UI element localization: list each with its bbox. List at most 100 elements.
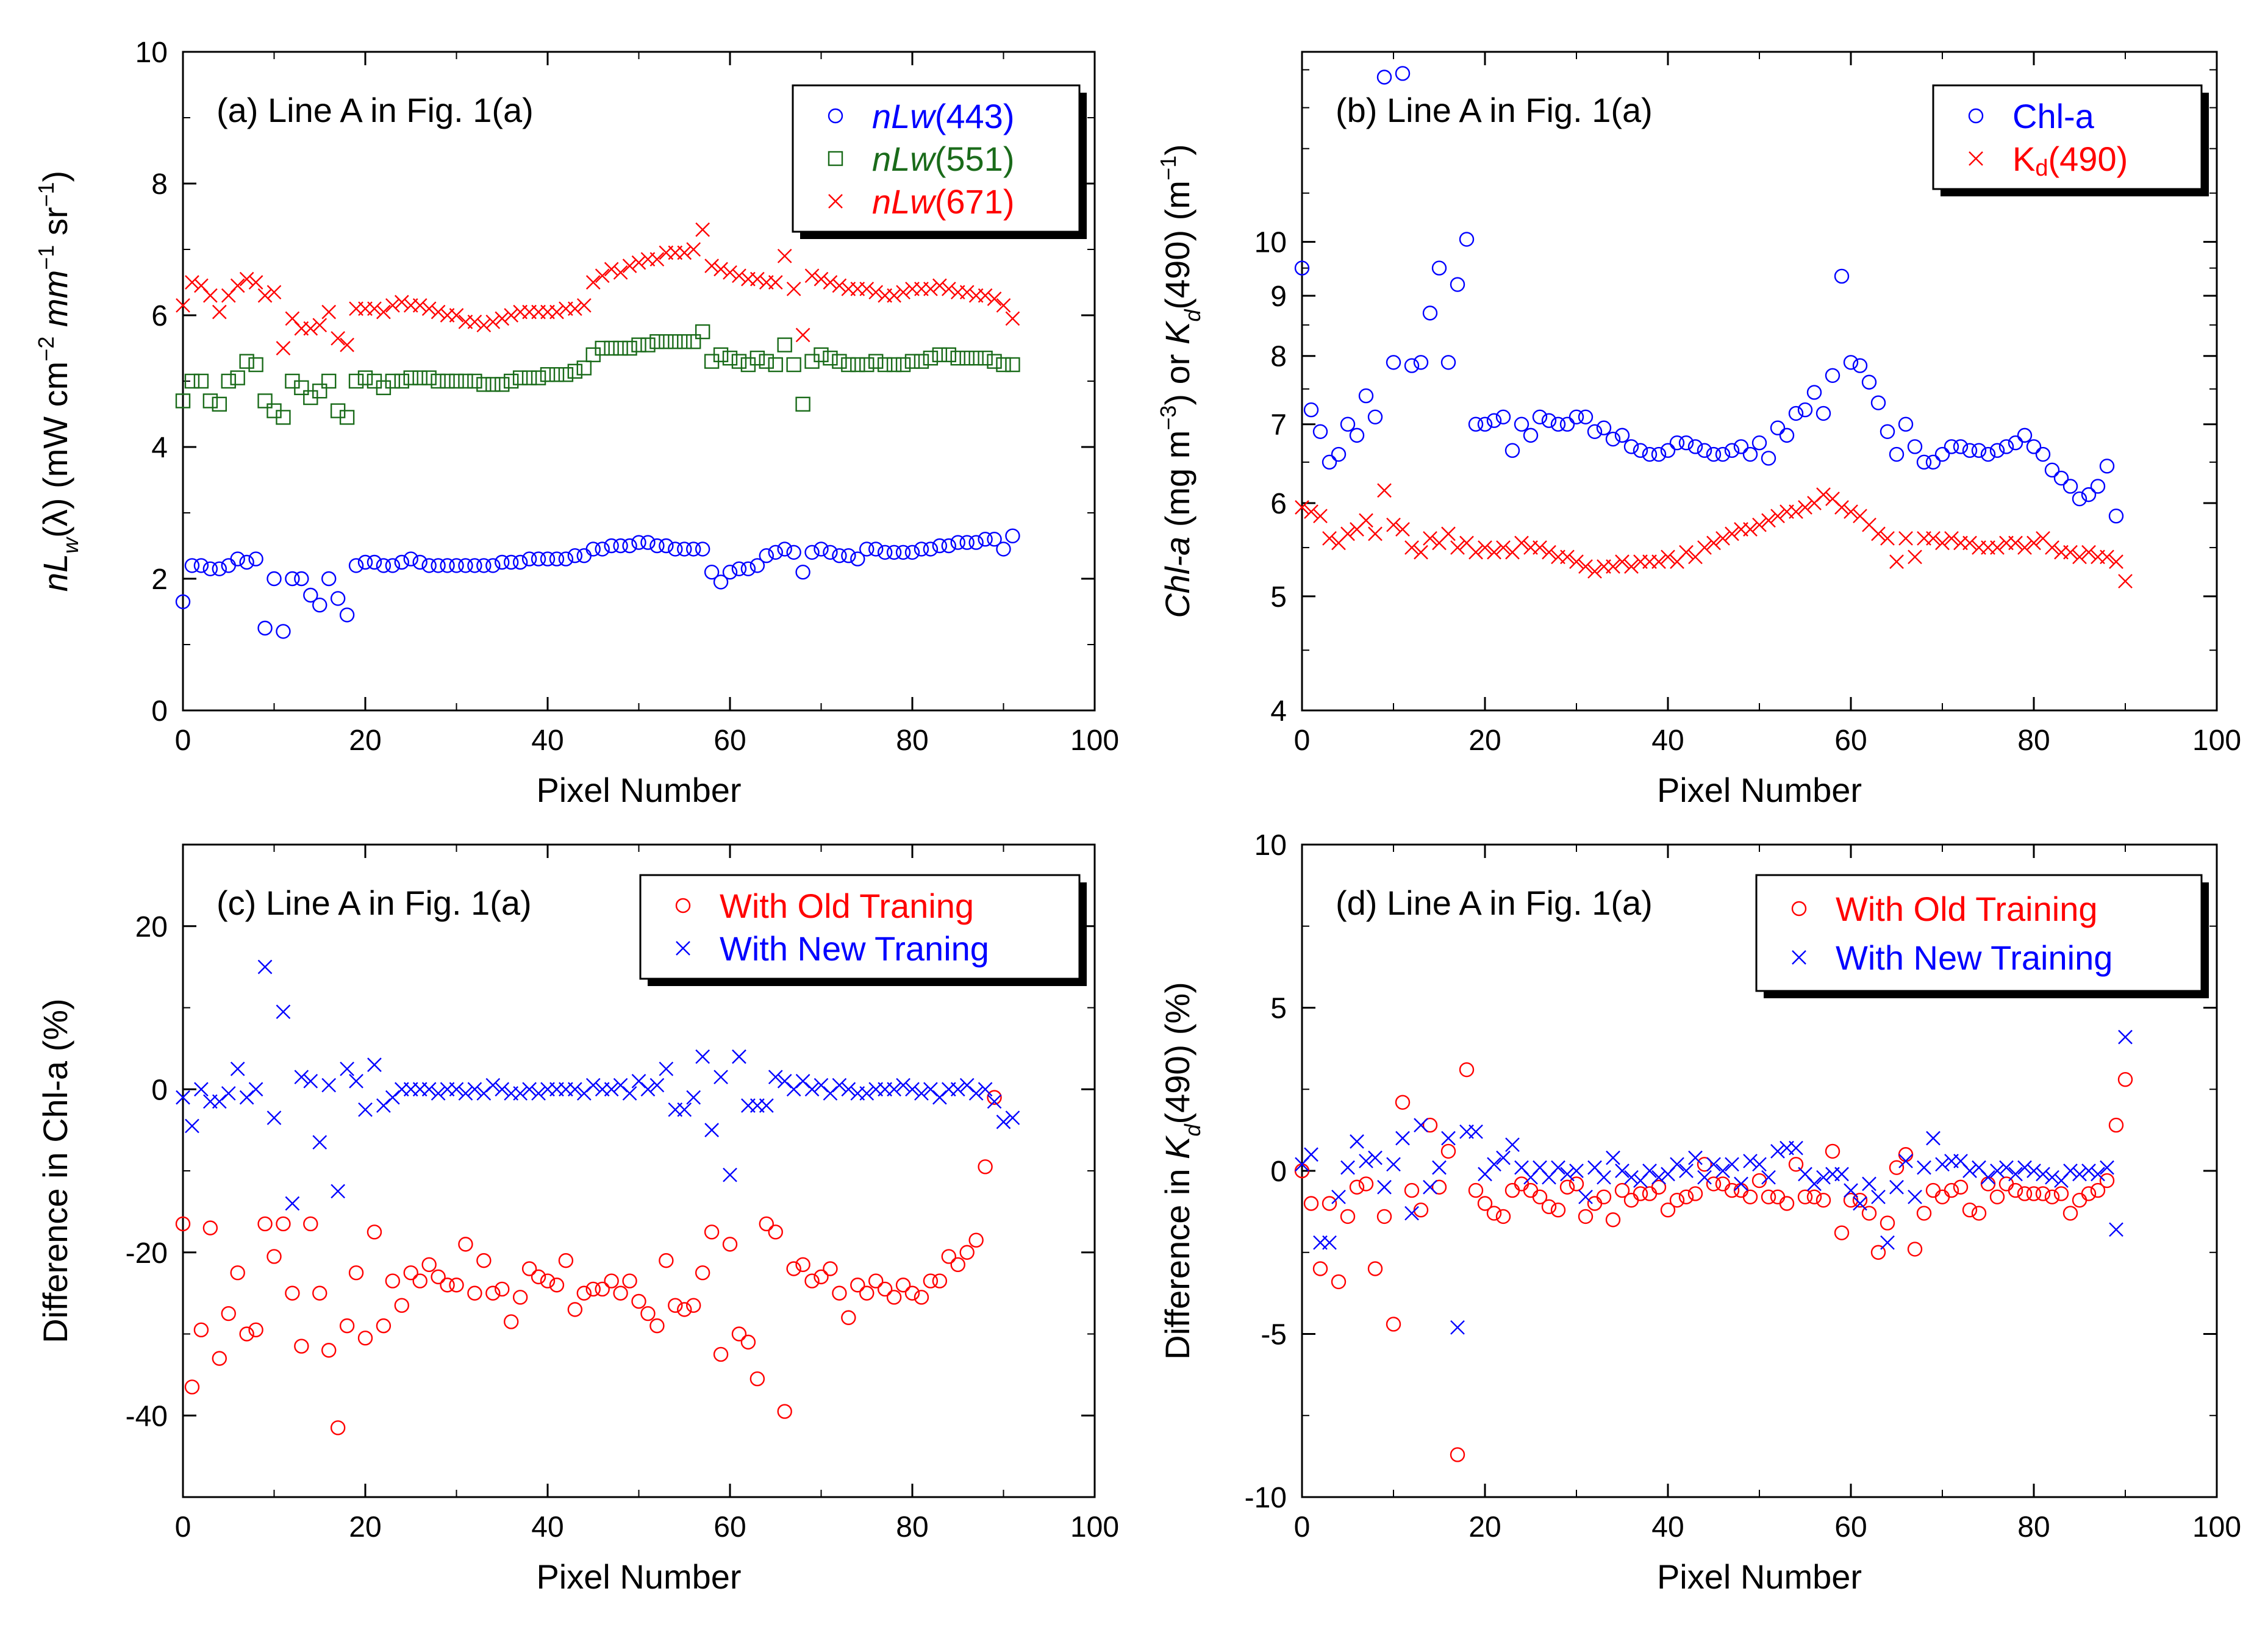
data-point xyxy=(1578,409,1594,425)
data-point xyxy=(932,538,948,554)
data-point xyxy=(1440,355,1456,370)
data-point xyxy=(1761,1170,1776,1185)
data-point xyxy=(677,1302,692,1317)
y-tick-label: 9 xyxy=(1270,281,1287,313)
data-point xyxy=(1587,1196,1603,1211)
data-point xyxy=(276,624,291,639)
data-point xyxy=(294,1339,309,1354)
data-point xyxy=(2053,1186,2069,1201)
data-point xyxy=(2026,439,2042,454)
panel-title: (a) Line A in Fig. 1(a) xyxy=(216,91,534,129)
data-point xyxy=(1752,1157,1767,1172)
data-point xyxy=(1368,526,1383,542)
data-point xyxy=(512,1290,528,1305)
data-point xyxy=(832,354,847,369)
data-point xyxy=(1971,1206,1987,1221)
data-point xyxy=(768,1224,783,1240)
data-point xyxy=(504,373,519,389)
data-point xyxy=(1679,1164,1694,1178)
data-point xyxy=(1468,545,1483,560)
data-point xyxy=(905,1082,920,1097)
data-point xyxy=(668,1298,683,1313)
data-point xyxy=(185,275,199,290)
x-tick-label: 0 xyxy=(175,1511,191,1543)
data-point xyxy=(1815,406,1831,421)
data-point xyxy=(412,298,427,313)
data-point xyxy=(1312,424,1328,439)
data-point xyxy=(978,288,993,303)
data-point xyxy=(1532,1189,1548,1205)
data-point xyxy=(768,1070,783,1085)
data-point xyxy=(795,327,810,343)
data-point xyxy=(2117,1071,2133,1087)
data-point xyxy=(704,565,720,580)
x-axis-label: Pixel Number xyxy=(536,1557,741,1596)
legend: nLw(443) nLw(551) nLw(671) xyxy=(792,84,1087,239)
data-point xyxy=(786,281,801,296)
data-point xyxy=(1623,439,1639,454)
data-point xyxy=(467,558,482,573)
data-point xyxy=(777,542,792,557)
data-point xyxy=(659,334,674,349)
data-point xyxy=(1322,1235,1337,1250)
data-point xyxy=(996,542,1011,557)
data-point xyxy=(421,370,437,385)
data-point xyxy=(1358,388,1374,404)
data-point xyxy=(1496,540,1511,555)
data-point xyxy=(257,393,273,409)
x-tick-label: 100 xyxy=(2192,724,2241,757)
data-point xyxy=(1715,1164,1730,1178)
data-point xyxy=(631,337,646,352)
data-point xyxy=(1789,1140,1803,1156)
data-point xyxy=(1569,1164,1584,1178)
data-point xyxy=(1980,446,1996,462)
data-point xyxy=(1962,1202,1978,1218)
data-point xyxy=(2109,554,2123,569)
data-point xyxy=(1005,1110,1020,1125)
data-point xyxy=(568,301,582,316)
data-point xyxy=(1596,420,1612,435)
data-point xyxy=(987,291,1002,306)
data-point xyxy=(2017,1186,2033,1201)
data-point xyxy=(959,285,975,300)
data-point xyxy=(1742,1189,1758,1205)
data-point xyxy=(1697,1157,1712,1172)
data-point xyxy=(2008,535,2023,551)
data-point xyxy=(476,377,492,392)
data-point xyxy=(1468,1182,1484,1198)
data-point xyxy=(1734,1176,1748,1192)
x-tick-label: 60 xyxy=(714,1511,746,1543)
data-point xyxy=(1751,1173,1767,1189)
data-point xyxy=(604,538,619,554)
data-point xyxy=(2090,1182,2106,1198)
data-point xyxy=(248,275,263,290)
data-point xyxy=(978,532,993,547)
data-point xyxy=(1779,1196,1795,1211)
data-point xyxy=(695,542,710,557)
legend-entry: With Old Training xyxy=(1836,890,2098,928)
y-axis-label: Chl-a (mg m−3) or Kd(490) (m−1) xyxy=(1156,144,1205,618)
data-point xyxy=(2108,509,2124,524)
data-point xyxy=(604,1273,619,1289)
y-tick-label: 5 xyxy=(1270,993,1287,1025)
data-point xyxy=(431,1269,446,1285)
data-point xyxy=(1889,1179,1904,1195)
data-point xyxy=(1761,451,1776,466)
data-point xyxy=(367,554,382,570)
data-point xyxy=(1005,311,1020,326)
data-point xyxy=(1788,1157,1804,1172)
data-point xyxy=(1825,1143,1841,1159)
data-point xyxy=(1725,1157,1739,1172)
data-point xyxy=(2008,435,2023,451)
data-point xyxy=(1687,1186,1703,1201)
data-point xyxy=(376,1318,392,1334)
data-point xyxy=(2081,1164,2096,1178)
data-point xyxy=(257,1216,273,1232)
y-tick-label: 0 xyxy=(151,1074,168,1106)
data-point xyxy=(685,334,701,349)
data-point xyxy=(276,1216,291,1232)
data-point xyxy=(1925,1182,1941,1198)
data-point xyxy=(1413,355,1429,370)
y-tick-label: 20 xyxy=(135,911,168,943)
data-point xyxy=(431,373,446,389)
